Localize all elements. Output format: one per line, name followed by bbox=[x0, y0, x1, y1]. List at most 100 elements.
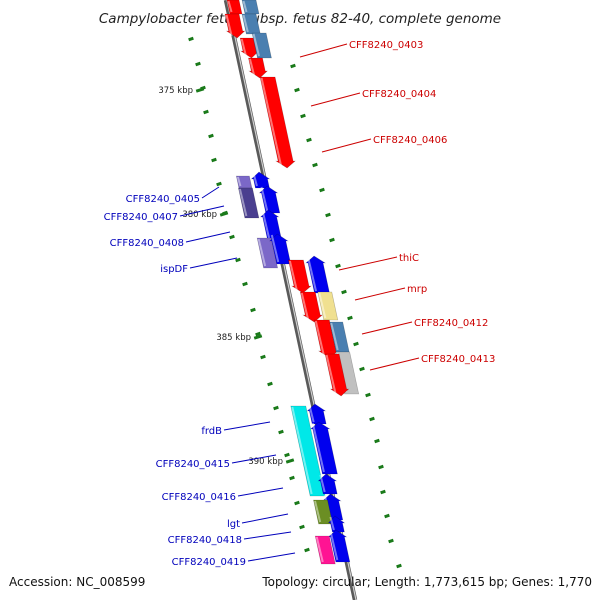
map-title: Campylobacter fetus subsp. fetus 82-40, … bbox=[99, 11, 501, 27]
feature-steel-1 bbox=[241, 0, 260, 15]
feature-shine-4 bbox=[240, 38, 247, 57]
feature-shine-3 bbox=[225, 14, 233, 37]
tick-left-4 bbox=[208, 133, 214, 139]
label-CFF8240_0415: CFF8240_0415 bbox=[156, 459, 230, 470]
feature-shine-8 bbox=[236, 176, 242, 187]
feature-blue-14 bbox=[269, 233, 292, 265]
feature-shine-10 bbox=[252, 172, 258, 187]
feature-shine-18 bbox=[318, 292, 327, 319]
connector-reverse-6 bbox=[237, 487, 284, 497]
feature-red-7 bbox=[259, 76, 296, 169]
feature-shine-19 bbox=[314, 320, 325, 357]
label-CFF8240_0403: CFF8240_0403 bbox=[349, 40, 423, 51]
feature-dark_purple-9 bbox=[238, 187, 260, 219]
label-CFF8240_0418: CFF8240_0418 bbox=[168, 535, 242, 546]
feature-shine-15 bbox=[288, 260, 298, 292]
kbp-label-1: 380 kbp bbox=[182, 210, 217, 220]
feature-shine-2 bbox=[242, 14, 249, 33]
tick-left-10 bbox=[242, 281, 248, 287]
label-CFF8240_0408: CFF8240_0408 bbox=[110, 238, 184, 249]
feature-blue-11 bbox=[258, 185, 281, 214]
connector-reverse-4 bbox=[223, 421, 271, 431]
kbp-label-2: 385 kbp bbox=[216, 333, 251, 343]
label-frdB: frdB bbox=[201, 426, 222, 437]
label-mrp: mrp bbox=[407, 284, 427, 295]
feature-red-6 bbox=[248, 57, 269, 79]
tick-left-16 bbox=[278, 429, 284, 435]
connector-reverse-2 bbox=[185, 231, 231, 243]
feature-red-17 bbox=[299, 291, 324, 323]
feature-shine-7 bbox=[260, 77, 283, 167]
tick-right-6 bbox=[325, 212, 331, 218]
tick-right-19 bbox=[388, 538, 394, 544]
tick-right-9 bbox=[341, 289, 347, 295]
accession-text: Accession: NC_008599 bbox=[9, 575, 145, 589]
tick-left-8 bbox=[229, 234, 235, 240]
kbp-label-3: 390 kbp bbox=[248, 457, 283, 467]
tick-left-1 bbox=[195, 61, 201, 67]
tick-left-17 bbox=[284, 452, 290, 458]
connector-forward-0 bbox=[299, 43, 348, 58]
tick-right-10 bbox=[347, 315, 353, 321]
connector-forward-1 bbox=[310, 92, 361, 107]
feature-blue-10 bbox=[250, 171, 271, 189]
connector-reverse-3 bbox=[189, 257, 238, 269]
tick-left-14 bbox=[267, 381, 273, 387]
tick-left-19 bbox=[294, 500, 300, 506]
label-CFF8240_0413: CFF8240_0413 bbox=[421, 354, 495, 365]
kbp-tick-mark-0 bbox=[195, 87, 205, 93]
feature-shine-17 bbox=[300, 292, 310, 321]
tick-right-2 bbox=[300, 113, 306, 119]
tick-right-3 bbox=[306, 137, 312, 143]
feature-shine-25 bbox=[311, 422, 325, 473]
tick-right-18 bbox=[384, 513, 390, 519]
tick-left-3 bbox=[203, 109, 209, 115]
tick-left-9 bbox=[235, 257, 241, 263]
connector-forward-5 bbox=[361, 321, 413, 335]
feature-shine-14 bbox=[270, 234, 280, 263]
tick-left-15 bbox=[273, 405, 279, 411]
feature-shine-9 bbox=[238, 188, 248, 217]
tick-right-4 bbox=[312, 162, 318, 168]
connector-forward-2 bbox=[321, 138, 372, 153]
tick-right-13 bbox=[365, 392, 371, 398]
label-CFF8240_0412: CFF8240_0412 bbox=[414, 318, 488, 329]
feature-shine-11 bbox=[260, 186, 269, 212]
connector-forward-4 bbox=[354, 287, 406, 301]
feature-shine-5 bbox=[252, 33, 260, 57]
connector-reverse-7 bbox=[241, 513, 289, 524]
tick-right-5 bbox=[319, 187, 325, 193]
feature-steel-5 bbox=[251, 32, 272, 59]
feature-labels: CFF8240_0403 CFF8240_0404 CFF8240_0406 thiC… bbox=[104, 40, 496, 568]
feature-purple-13 bbox=[256, 237, 278, 269]
tick-right-14 bbox=[369, 416, 375, 422]
connector-forward-6 bbox=[369, 357, 420, 371]
feature-shine-16 bbox=[307, 256, 317, 292]
feature-shine-1 bbox=[242, 0, 248, 13]
feature-magenta-31 bbox=[314, 535, 336, 565]
feature-shine-22 bbox=[325, 354, 337, 395]
label-lgt: lgt bbox=[227, 519, 240, 530]
feature-shine-0 bbox=[227, 0, 233, 13]
feature-shine-30 bbox=[329, 530, 339, 561]
feature-shine-20 bbox=[330, 322, 339, 351]
tick-right-11 bbox=[353, 341, 359, 347]
tick-left-20 bbox=[299, 524, 305, 530]
tick-right-12 bbox=[359, 366, 365, 372]
label-CFF8240_0407: CFF8240_0407 bbox=[104, 212, 178, 223]
feature-shine-23 bbox=[291, 406, 313, 495]
kbp-tick-mark-2 bbox=[253, 334, 263, 340]
kbp-label-0: 375 kbp bbox=[158, 86, 193, 96]
connector-reverse-1 bbox=[179, 205, 225, 217]
feature-shine-29 bbox=[329, 516, 335, 531]
feature-shine-26 bbox=[319, 474, 326, 493]
connector-reverse-0 bbox=[201, 186, 220, 199]
tick-left-21 bbox=[304, 547, 310, 553]
tick-right-1 bbox=[294, 87, 300, 93]
label-CFF8240_0419: CFF8240_0419 bbox=[172, 557, 246, 568]
kbp-tick-mark-3 bbox=[285, 458, 295, 464]
feature-shine-12 bbox=[261, 210, 271, 239]
tick-right-16 bbox=[378, 464, 384, 470]
tick-left-6 bbox=[216, 181, 222, 187]
